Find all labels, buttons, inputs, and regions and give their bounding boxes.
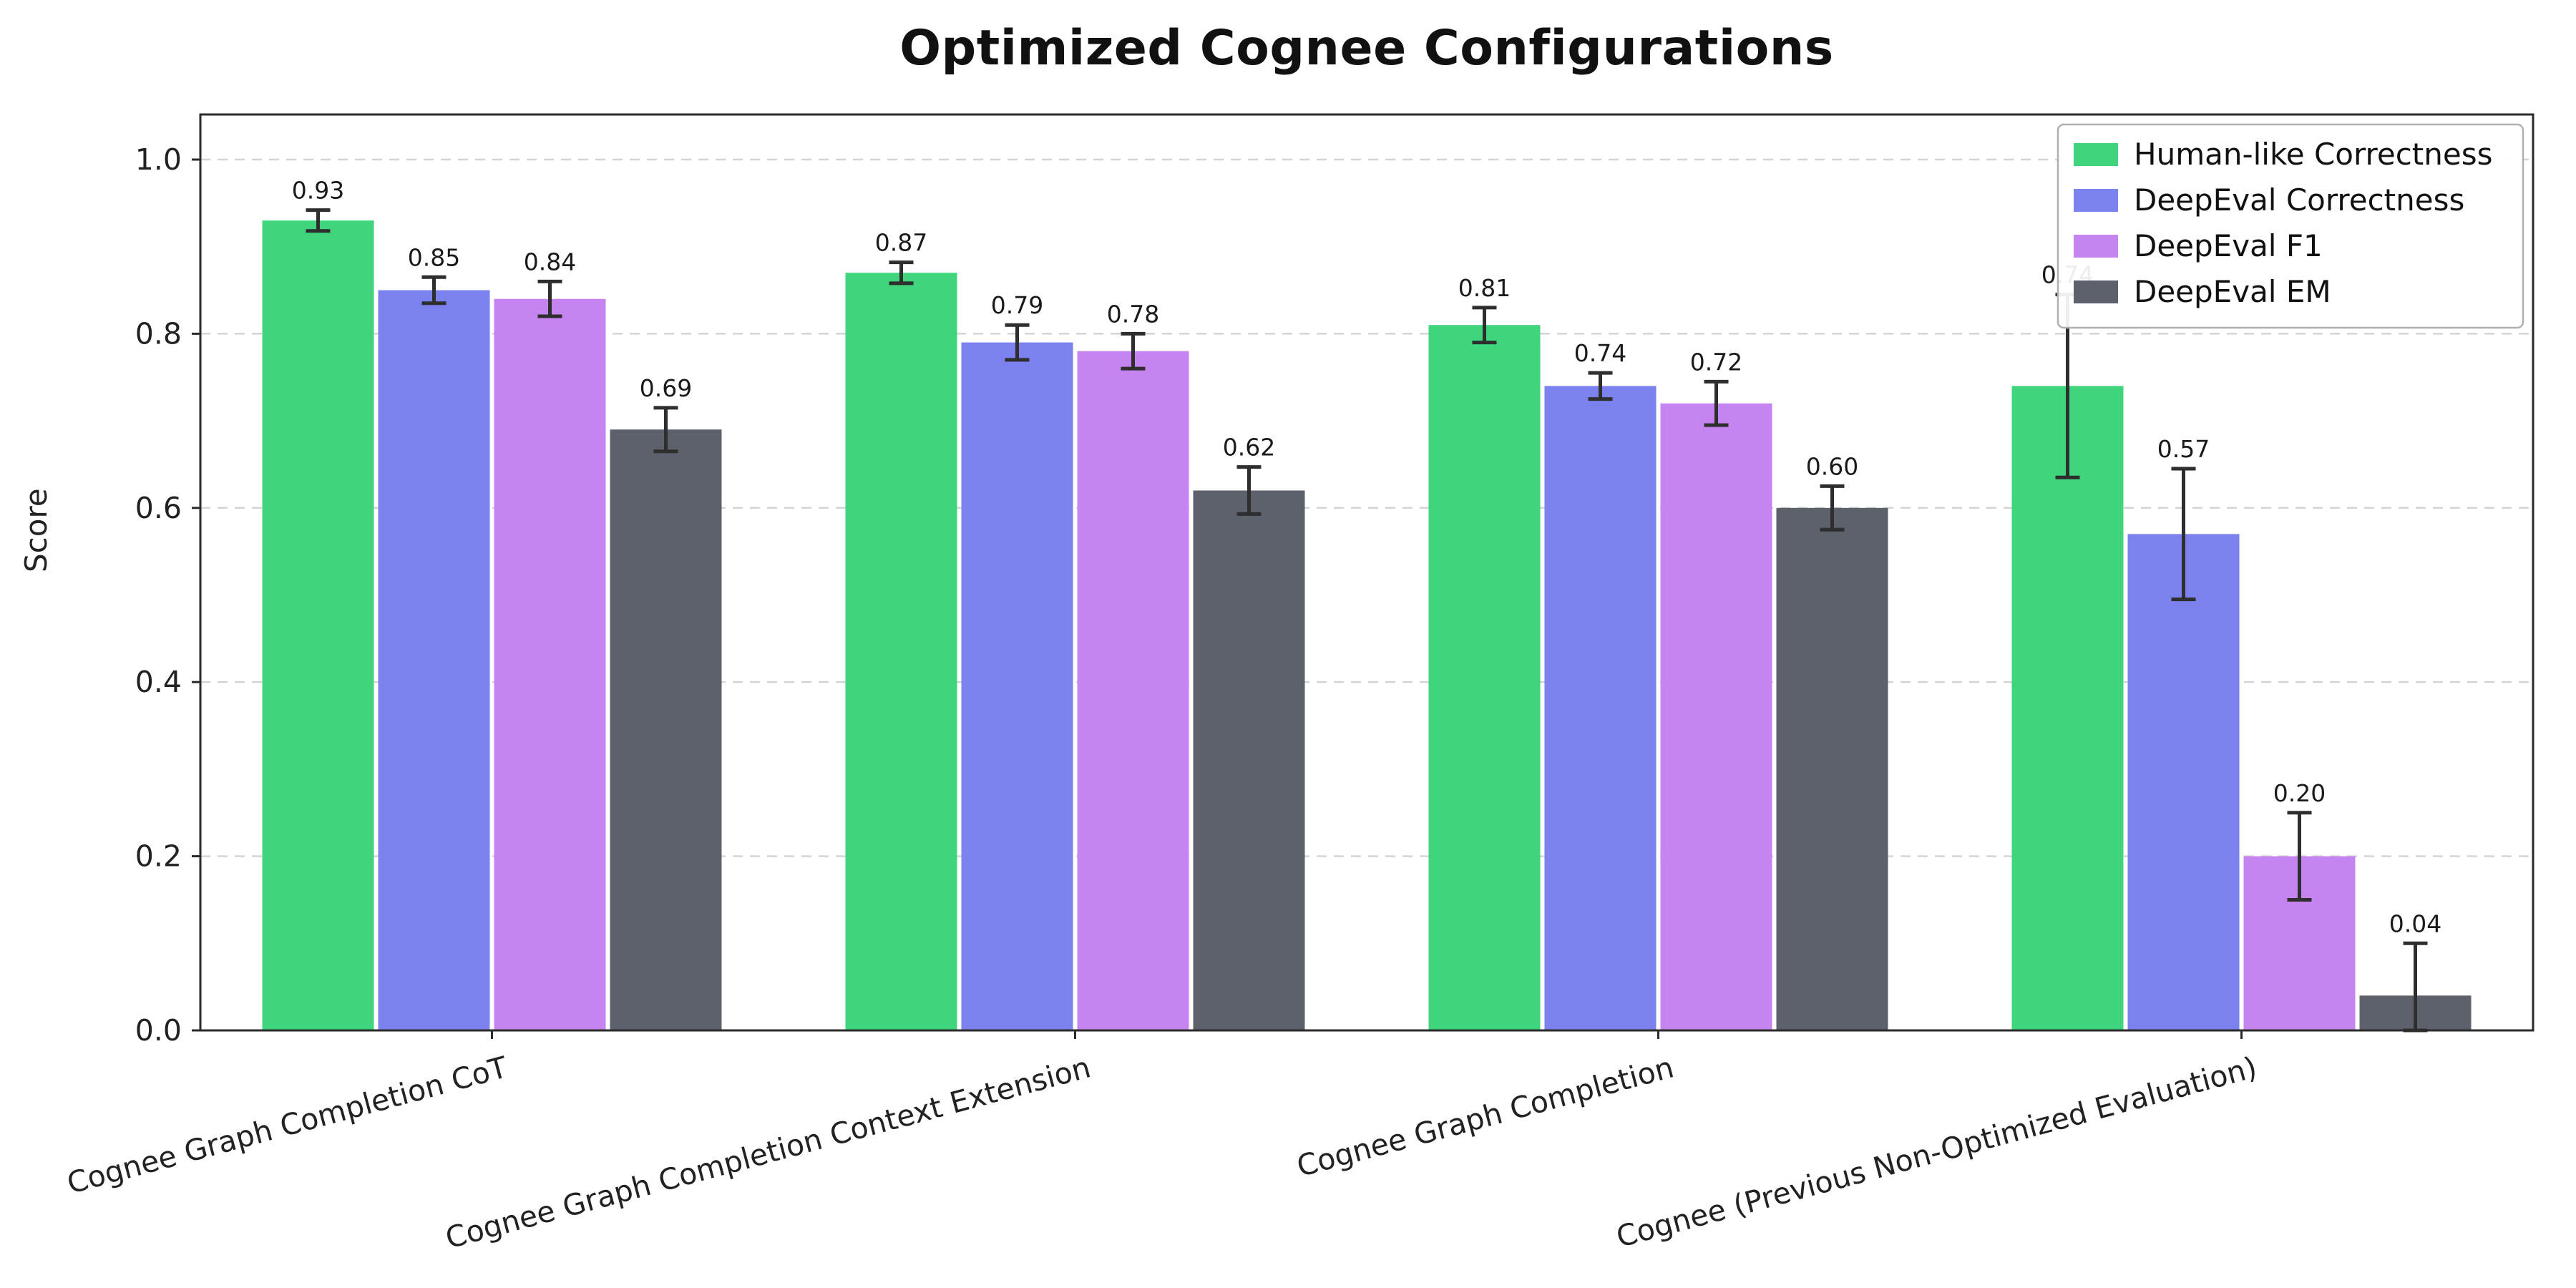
bar-value-label: 0.74 (1574, 339, 1626, 367)
bar-value-label: 0.69 (640, 374, 692, 402)
bar (845, 273, 957, 1031)
legend-swatch (2074, 235, 2118, 258)
x-tick-label: Cognee Graph Completion (1293, 1050, 1677, 1184)
bar-value-label: 0.60 (1806, 452, 1858, 480)
bar (262, 220, 374, 1031)
bar (1077, 351, 1189, 1030)
legend-label: DeepEval EM (2134, 274, 2331, 309)
bar-value-label: 0.81 (1458, 274, 1511, 302)
bar (610, 429, 722, 1030)
legend-swatch (2074, 189, 2118, 212)
legend-box (2057, 123, 2524, 329)
legend-swatch (2074, 280, 2118, 303)
bar (2127, 534, 2240, 1030)
bar (1776, 507, 1888, 1030)
bar-value-label: 0.93 (292, 177, 344, 205)
legend-label: DeepEval F1 (2134, 228, 2323, 263)
bar (1428, 325, 1541, 1031)
legend-label: DeepEval Correctness (2134, 182, 2464, 218)
x-tick-label: Cognee Graph Completion Context Extensio… (442, 1050, 1095, 1255)
bar-value-label: 0.87 (875, 229, 927, 257)
bar-value-label: 0.85 (408, 243, 460, 271)
chart-title: Optimized Cognee Configurations (899, 20, 1834, 77)
bar-value-label: 0.79 (991, 291, 1043, 319)
bar (1544, 386, 1657, 1030)
bar-value-label: 0.84 (524, 248, 576, 275)
bar-value-label: 0.72 (1690, 348, 1742, 376)
bar-value-label: 0.20 (2273, 779, 2326, 807)
bar-value-label: 0.04 (2389, 909, 2441, 937)
bar (1660, 403, 1772, 1030)
y-tick-label: 1.0 (135, 142, 182, 177)
y-tick-label: 0.8 (135, 316, 182, 351)
bar (2011, 386, 2124, 1030)
bar (1193, 490, 1305, 1030)
bar-value-label: 0.57 (2157, 435, 2210, 463)
y-tick-label: 0.4 (135, 665, 182, 699)
bar (961, 342, 1073, 1030)
bar-value-label: 0.62 (1223, 434, 1275, 462)
y-tick-label: 0.0 (135, 1013, 182, 1048)
legend-swatch (2074, 143, 2118, 166)
bar-value-label: 0.78 (1107, 300, 1159, 328)
x-tick-label: Cognee Graph Completion CoT (64, 1050, 512, 1201)
y-tick-label: 0.2 (135, 839, 182, 874)
x-tick-label: Cognee (Previous Non-Optimized Evaluatio… (1613, 1050, 2260, 1254)
plot-frame (199, 113, 2534, 1032)
bar (378, 290, 490, 1030)
y-tick-label: 0.6 (135, 491, 182, 525)
bar (494, 298, 606, 1031)
legend-label: Human-like Correctness (2134, 137, 2493, 172)
